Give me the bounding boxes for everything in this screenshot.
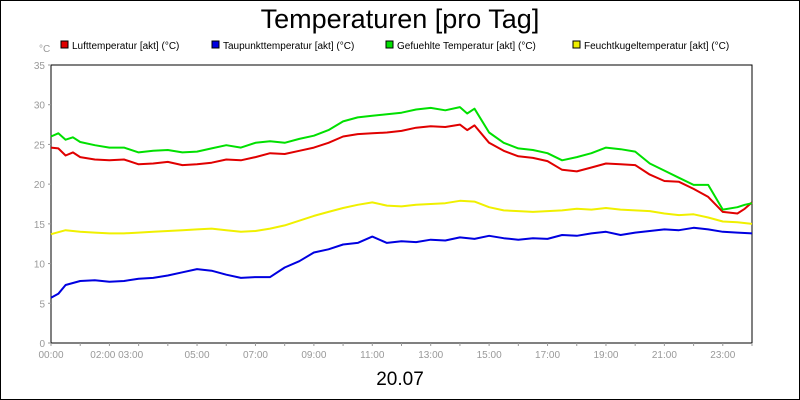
y-tick-label: 5 <box>39 299 45 310</box>
legend-swatch <box>211 40 220 49</box>
x-tick-label: 00:00 <box>38 350 63 361</box>
chart-title: Temperaturen [pro Tag] <box>261 4 540 34</box>
legend-label: Feuchtkugeltemperatur [akt] (°C) <box>584 41 729 52</box>
legend-swatch <box>60 40 69 49</box>
y-tick-label: 0 <box>39 339 45 350</box>
x-tick-label: 19:00 <box>593 350 618 361</box>
legend-swatch <box>385 40 394 49</box>
y-tick-label: 25 <box>34 140 46 151</box>
x-tick-label: 02:00 03:00 <box>90 350 143 361</box>
legend-label: Lufttemperatur [akt] (°C) <box>72 41 179 52</box>
x-tick-label: 11:00 <box>360 350 385 361</box>
legend-item-1: Lufttemperatur [akt] (°C) <box>60 40 179 52</box>
series-line-3 <box>50 106 753 211</box>
axes: 0 5 10 15 20 25 30 35 00:00 02:00 03:00 05:00 07:00… <box>34 61 753 361</box>
series-layer <box>50 106 753 299</box>
legend-item-2: Taupunkttemperatur [akt] (°C) <box>211 40 354 52</box>
series-line-1 <box>50 123 753 215</box>
series-line-4 <box>50 199 753 236</box>
legend-label: Taupunkttemperatur [akt] (°C) <box>223 41 354 52</box>
x-tick-label: 17:00 <box>535 350 560 361</box>
x-tick-label: 05:00 <box>185 350 210 361</box>
y-tick-label: 10 <box>34 260 46 271</box>
y-axis-unit-label: °C <box>39 44 50 55</box>
y-tick-label: 15 <box>34 220 46 231</box>
x-axis-date-label: 20.07 <box>376 369 424 390</box>
x-tick-label: 09:00 <box>301 350 326 361</box>
x-tick-label: 13:00 <box>418 350 443 361</box>
legend-item-3: Gefuehlte Temperatur [akt] (°C) <box>385 40 536 52</box>
x-tick-label: 15:00 <box>477 350 502 361</box>
legend-swatch <box>572 40 581 49</box>
legend-item-4: Feuchtkugeltemperatur [akt] (°C) <box>572 40 729 52</box>
legend-label: Gefuehlte Temperatur [akt] (°C) <box>397 41 536 52</box>
y-tick-label: 30 <box>34 101 46 112</box>
x-tick-label: 07:00 <box>243 350 268 361</box>
plot-area <box>50 64 753 344</box>
legend: Lufttemperatur [akt] (°C) Taupunkttempera… <box>60 40 729 52</box>
plot-background <box>50 64 753 344</box>
y-tick-label: 20 <box>34 180 46 191</box>
series-line-2 <box>50 226 753 299</box>
y-tick-label: 35 <box>34 61 46 72</box>
x-tick-label: 23:00 <box>710 350 735 361</box>
x-tick-label: 21:00 <box>652 350 677 361</box>
